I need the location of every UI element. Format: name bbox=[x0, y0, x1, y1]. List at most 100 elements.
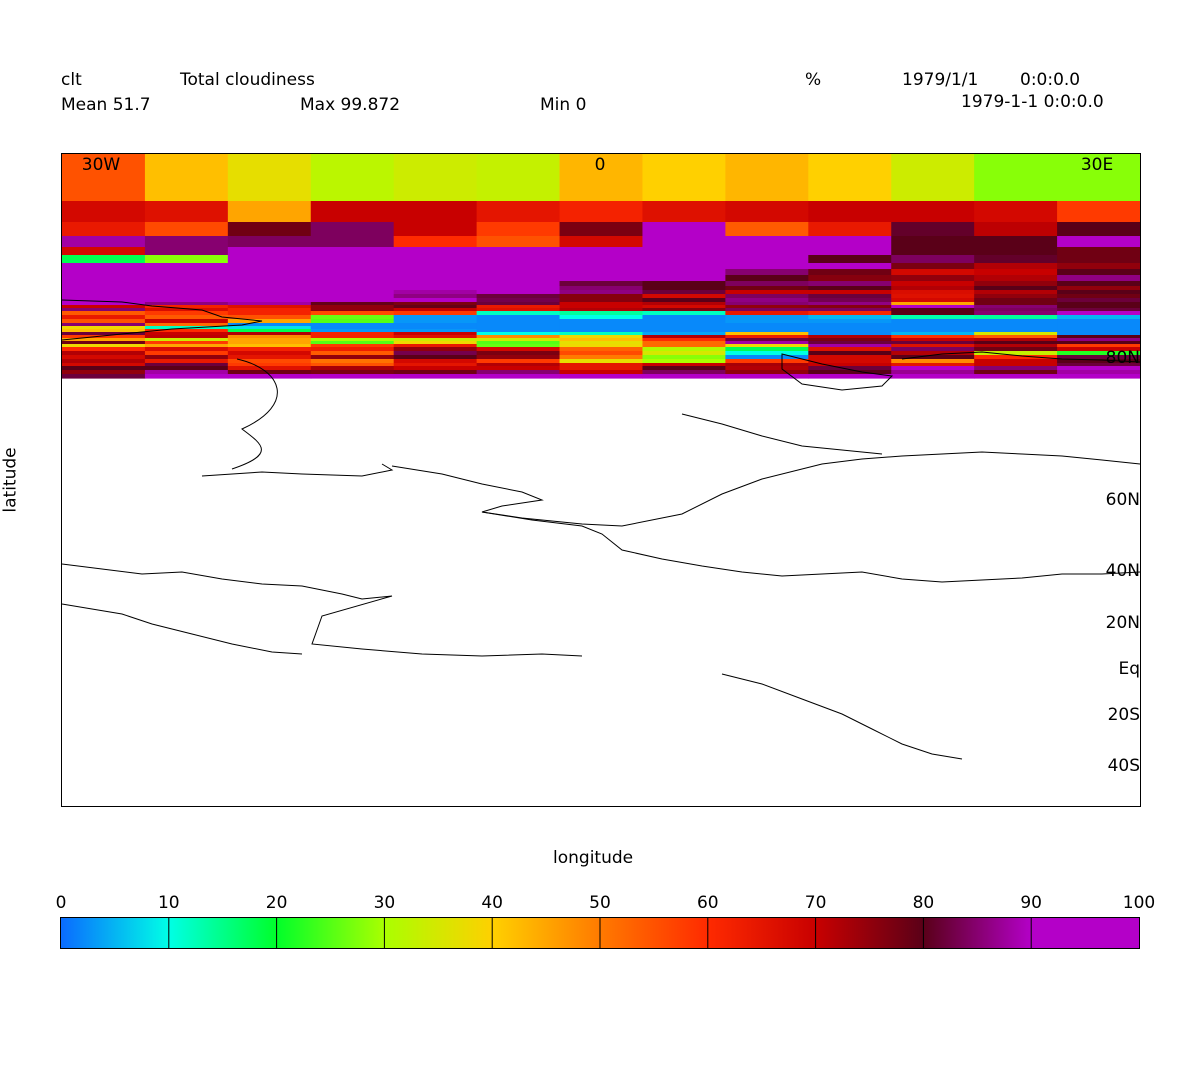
heatmap-cell bbox=[642, 298, 726, 303]
heatmap-cell bbox=[476, 308, 561, 312]
heatmap-cell bbox=[891, 305, 975, 309]
heatmap-cell bbox=[559, 366, 644, 371]
heatmap-cell bbox=[310, 290, 395, 295]
y-tick-label: 20S bbox=[1108, 705, 1140, 725]
heatmap-cell bbox=[725, 315, 809, 320]
heatmap-cell bbox=[974, 341, 1058, 345]
heatmap-cell bbox=[725, 351, 809, 356]
colorbar-tick-label: 40 bbox=[481, 893, 504, 913]
heatmap-cell bbox=[891, 355, 975, 360]
heatmap-cell bbox=[808, 294, 892, 299]
heatmap-cell bbox=[227, 351, 312, 356]
heatmap-cell bbox=[891, 323, 975, 327]
heatmap-cell bbox=[559, 298, 644, 303]
heatmap-cell bbox=[808, 329, 892, 333]
heatmap-cell bbox=[62, 366, 146, 371]
heatmap-cell bbox=[227, 263, 312, 270]
colorbar-tick-label: 0 bbox=[55, 893, 67, 913]
heatmap-cell bbox=[891, 290, 975, 295]
heatmap-cell bbox=[310, 281, 395, 287]
heatmap-cell bbox=[144, 255, 229, 264]
heatmap-cell bbox=[725, 255, 809, 264]
heatmap-cell bbox=[476, 311, 561, 316]
heatmap-cell bbox=[227, 286, 312, 291]
heatmap-cell bbox=[1057, 263, 1141, 270]
heatmap-cell bbox=[559, 355, 644, 360]
heatmap-cell bbox=[559, 269, 644, 276]
heatmap-cell bbox=[974, 269, 1058, 276]
heatmap-cell bbox=[808, 201, 892, 223]
heatmap-cell bbox=[476, 347, 561, 352]
heatmap-cell bbox=[642, 355, 726, 360]
heatmap-cell bbox=[559, 236, 644, 248]
heatmap-cell bbox=[227, 281, 312, 287]
heatmap-cell bbox=[310, 247, 395, 256]
heatmap-cell bbox=[891, 308, 975, 312]
heatmap-cell bbox=[808, 323, 892, 327]
heatmap-cell bbox=[393, 294, 478, 299]
heatmap-cell bbox=[144, 359, 229, 364]
heatmap-cell bbox=[393, 315, 478, 320]
heatmap-cell bbox=[559, 332, 644, 336]
heatmap-cell bbox=[891, 359, 975, 364]
heatmap-cell bbox=[62, 236, 146, 248]
x-tick-label: 30W bbox=[82, 155, 121, 175]
heatmap-cell bbox=[393, 366, 478, 371]
heatmap-cell bbox=[725, 366, 809, 371]
heatmap-cell bbox=[808, 319, 892, 324]
heatmap-cell bbox=[310, 308, 395, 312]
heatmap-cell bbox=[808, 255, 892, 264]
heatmap-cell bbox=[144, 305, 229, 309]
heatmap-cell bbox=[725, 355, 809, 360]
heatmap-cell bbox=[642, 359, 726, 364]
heatmap-cell bbox=[62, 294, 146, 299]
heatmap-cell bbox=[808, 275, 892, 282]
heatmap-cell bbox=[974, 290, 1058, 295]
heatmap-cell bbox=[559, 290, 644, 295]
heatmap-cell bbox=[227, 363, 312, 367]
heatmap-cell bbox=[476, 351, 561, 356]
heatmap-cell bbox=[227, 335, 312, 339]
heatmap-cell bbox=[559, 154, 644, 202]
heatmap-cell bbox=[808, 308, 892, 312]
heatmap-cell bbox=[393, 311, 478, 316]
heatmap-cell bbox=[476, 275, 561, 282]
heatmap-cell bbox=[310, 341, 395, 345]
heatmap-cell bbox=[144, 347, 229, 352]
heatmap-cell bbox=[227, 315, 312, 320]
coastline bbox=[681, 413, 883, 455]
y-tick-label: 60N bbox=[1106, 490, 1140, 510]
heatmap-cell bbox=[310, 374, 395, 379]
heatmap-cell bbox=[144, 332, 229, 336]
heatmap-cell bbox=[642, 294, 726, 299]
heatmap-cell bbox=[725, 311, 809, 316]
heatmap-cell bbox=[642, 363, 726, 367]
heatmap-cell bbox=[393, 355, 478, 360]
heatmap-cell bbox=[559, 294, 644, 299]
heatmap-cell bbox=[476, 338, 561, 342]
heatmap-cell bbox=[310, 355, 395, 360]
heatmap-cell bbox=[393, 290, 478, 295]
heatmap-cell bbox=[808, 154, 892, 202]
heatmap-cell bbox=[393, 335, 478, 339]
heatmap-cell bbox=[144, 311, 229, 316]
heatmap-cell bbox=[808, 311, 892, 316]
heatmap-cell bbox=[891, 319, 975, 324]
heatmap-cell bbox=[891, 344, 975, 348]
heatmap-cell bbox=[310, 326, 395, 330]
colorbar-frame bbox=[60, 917, 1140, 949]
heatmap-cell bbox=[642, 366, 726, 371]
heatmap-cell bbox=[808, 351, 892, 356]
heatmap-cell bbox=[62, 275, 146, 282]
heatmap-cell bbox=[476, 222, 561, 237]
heatmap-cell bbox=[393, 236, 478, 248]
y-tick-label: Eq bbox=[1118, 659, 1140, 679]
heatmap-cell bbox=[62, 332, 146, 336]
heatmap-cell bbox=[144, 201, 229, 223]
heatmap-cell bbox=[62, 290, 146, 295]
heatmap-cell bbox=[476, 286, 561, 291]
y-axis-label: latitude bbox=[0, 447, 21, 513]
heatmap-cell bbox=[227, 344, 312, 348]
heatmap-cell bbox=[891, 341, 975, 345]
heatmap-cell bbox=[1057, 154, 1141, 202]
